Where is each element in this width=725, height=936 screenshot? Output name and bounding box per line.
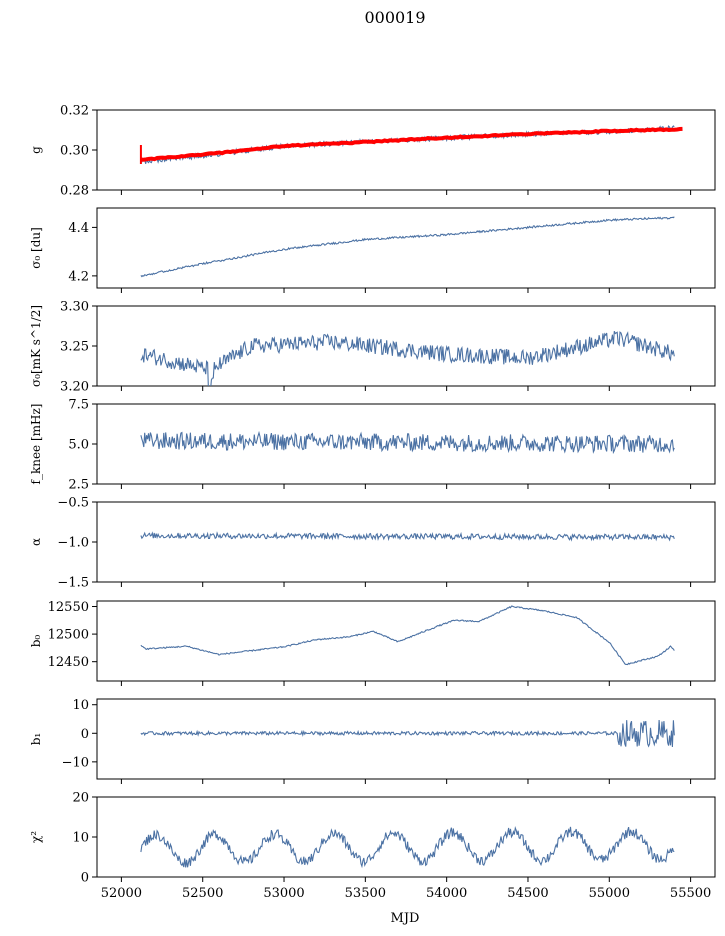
y-tick-label: 4.2 [68, 269, 89, 284]
x-tick-label: 54500 [507, 886, 548, 901]
figure-title: 000019 [364, 8, 425, 27]
series-line-sigma0_mks [140, 330, 675, 386]
panel-sigma0-frame [96, 207, 716, 289]
panel-alpha-frame [96, 501, 716, 583]
panel-chi2-frame [96, 796, 716, 878]
x-tick-label: 54000 [426, 886, 467, 901]
x-tick-label: 52500 [182, 886, 223, 901]
x-axis-label: MJD [391, 911, 420, 926]
y-axis-label: f_knee [mHz] [29, 404, 43, 485]
y-tick-label: 3.30 [60, 300, 89, 315]
panel-b1: −10 0 10 b₁ [29, 698, 716, 784]
y-tick-label: 0.32 [60, 104, 89, 119]
panel-chi2: 0 10 20 χ² 52000 52500 53000 53500 54000 54500 550… [29, 791, 716, 901]
panel-b1-frame [96, 698, 716, 780]
panel-sigma0: 4.2 4.4 σ₀ [du] [29, 207, 716, 293]
x-tick-label: 55000 [589, 886, 630, 901]
y-tick-label: −10 [62, 755, 89, 770]
panel-g: 0.28 0.30 0.32 g [29, 104, 716, 199]
y-tick-label: 0 [81, 871, 89, 886]
y-tick-label: 2.5 [68, 478, 89, 493]
panel-alpha: −1.5 −1.0 −0.5 α [29, 496, 716, 591]
y-tick-label: 4.4 [68, 221, 89, 236]
series-line-sigma0 [140, 216, 675, 278]
panels: 0.28 0.30 0.32 g 4.2 4.4 σ₀ [du] 3.20 3.25 3.30 σ₀… [29, 104, 716, 901]
y-tick-label: −1.0 [57, 536, 89, 551]
y-tick-label: 0 [81, 727, 89, 742]
y-tick-label: 10 [72, 698, 89, 713]
series-line-chi2 [140, 826, 675, 869]
y-tick-label: 3.25 [60, 340, 89, 355]
series-line-b1 [140, 719, 675, 748]
y-tick-label: 5.0 [68, 438, 89, 453]
y-axis-label: b₀ [29, 635, 43, 648]
series-line-fknee [140, 430, 675, 455]
y-tick-label: 7.5 [68, 398, 89, 413]
y-tick-label: −0.5 [57, 496, 89, 511]
y-axis-label: g [29, 146, 43, 154]
panel-sigma0_mks-frame [96, 305, 716, 387]
y-tick-label: 20 [72, 791, 89, 806]
y-tick-label: 10 [72, 831, 89, 846]
x-tick-label: 52000 [101, 886, 142, 901]
y-axis-label: α [29, 538, 43, 546]
panel-fknee: 2.5 5.0 7.5 f_knee [mHz] [29, 398, 716, 493]
y-tick-label: 12550 [48, 600, 89, 615]
y-tick-label: 3.20 [60, 380, 89, 395]
fit-line-g [140, 126, 683, 162]
y-tick-label: −1.5 [57, 576, 89, 591]
x-tick-label: 53000 [263, 886, 304, 901]
y-axis-label: σ₀ [du] [29, 227, 43, 269]
panel-sigma0_mks: 3.20 3.25 3.30 σ₀[mK s^1/2] [29, 300, 716, 395]
panel-b0-frame [96, 600, 716, 682]
y-axis-label: b₁ [29, 733, 43, 746]
y-tick-label: 12500 [48, 628, 89, 643]
series-line-alpha [140, 531, 675, 542]
y-axis-label: σ₀[mK s^1/2] [29, 305, 43, 387]
panel-g-frame [96, 109, 716, 191]
x-tick-label: 53500 [345, 886, 386, 901]
y-tick-label: 0.28 [60, 184, 89, 199]
y-tick-label: 0.30 [60, 144, 89, 159]
series-line-b0 [140, 605, 675, 666]
x-tick-label: 55500 [670, 886, 711, 901]
panel-b0: 12450 12500 12550 b₀ [29, 600, 716, 686]
y-tick-label: 12450 [48, 655, 89, 670]
y-axis-label: χ² [29, 831, 43, 843]
